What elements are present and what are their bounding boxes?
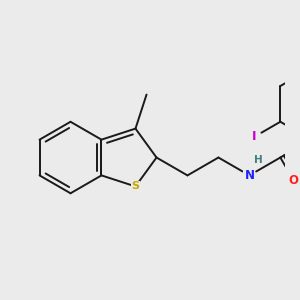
Text: O: O: [289, 174, 299, 187]
Text: N: N: [244, 169, 254, 182]
Text: H: H: [254, 155, 263, 165]
Text: I: I: [252, 130, 256, 143]
Text: S: S: [131, 182, 140, 191]
